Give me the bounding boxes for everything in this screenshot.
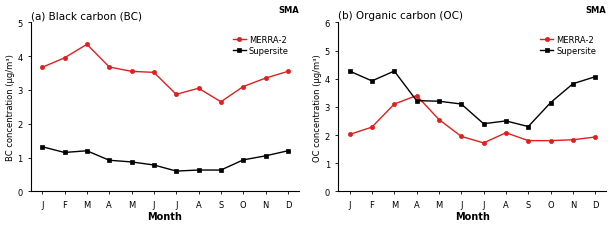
Text: (a) Black carbon (BC): (a) Black carbon (BC) xyxy=(31,11,142,21)
X-axis label: Month: Month xyxy=(147,212,182,222)
Text: SMA: SMA xyxy=(278,6,299,15)
Line: Supersite: Supersite xyxy=(348,70,597,129)
MERRA-2 xyxy=(592,136,599,139)
MERRA-2 xyxy=(458,136,465,138)
MERRA-2 xyxy=(346,133,353,136)
Y-axis label: OC concentration (μg/m³): OC concentration (μg/m³) xyxy=(313,54,322,161)
MERRA-2 xyxy=(368,126,376,129)
MERRA-2 xyxy=(284,71,291,73)
Supersite xyxy=(569,83,577,86)
Supersite xyxy=(458,103,465,106)
Supersite xyxy=(435,100,442,103)
MERRA-2 xyxy=(524,140,532,142)
MERRA-2 xyxy=(105,66,113,69)
Supersite xyxy=(150,164,157,167)
Text: SMA: SMA xyxy=(586,6,606,15)
MERRA-2 xyxy=(173,94,180,96)
Supersite xyxy=(284,150,291,153)
Line: MERRA-2: MERRA-2 xyxy=(348,94,597,145)
Text: (b) Organic carbon (OC): (b) Organic carbon (OC) xyxy=(338,11,463,21)
MERRA-2 xyxy=(413,95,420,98)
MERRA-2 xyxy=(128,71,135,73)
MERRA-2 xyxy=(39,67,46,69)
Supersite xyxy=(239,159,247,162)
Supersite xyxy=(128,161,135,164)
Supersite xyxy=(83,150,91,153)
Supersite xyxy=(547,102,554,104)
MERRA-2 xyxy=(480,142,487,145)
Legend: MERRA-2, Supersite: MERRA-2, Supersite xyxy=(537,32,600,59)
Supersite xyxy=(217,169,225,172)
Y-axis label: BC concentration (μg/m³): BC concentration (μg/m³) xyxy=(6,54,15,160)
MERRA-2 xyxy=(262,77,269,80)
MERRA-2 xyxy=(569,139,577,141)
Supersite xyxy=(61,151,68,154)
Line: Supersite: Supersite xyxy=(40,145,290,173)
MERRA-2 xyxy=(61,57,68,60)
Supersite xyxy=(195,169,202,172)
MERRA-2 xyxy=(83,44,91,47)
Supersite xyxy=(368,80,376,83)
X-axis label: Month: Month xyxy=(455,212,490,222)
Supersite xyxy=(346,70,353,73)
Supersite xyxy=(39,146,46,148)
Supersite xyxy=(592,76,599,79)
Supersite xyxy=(262,155,269,158)
Supersite xyxy=(413,100,420,103)
Line: MERRA-2: MERRA-2 xyxy=(40,43,290,104)
Supersite xyxy=(502,120,510,123)
MERRA-2 xyxy=(502,132,510,135)
Supersite xyxy=(105,159,113,162)
MERRA-2 xyxy=(547,140,554,142)
MERRA-2 xyxy=(195,87,202,90)
Supersite xyxy=(173,170,180,173)
MERRA-2 xyxy=(217,101,225,104)
MERRA-2 xyxy=(435,119,442,121)
MERRA-2 xyxy=(239,86,247,89)
Supersite xyxy=(390,70,398,73)
Supersite xyxy=(524,126,532,128)
Legend: MERRA-2, Supersite: MERRA-2, Supersite xyxy=(230,32,292,59)
MERRA-2 xyxy=(150,72,157,74)
Supersite xyxy=(480,123,487,126)
MERRA-2 xyxy=(390,103,398,106)
